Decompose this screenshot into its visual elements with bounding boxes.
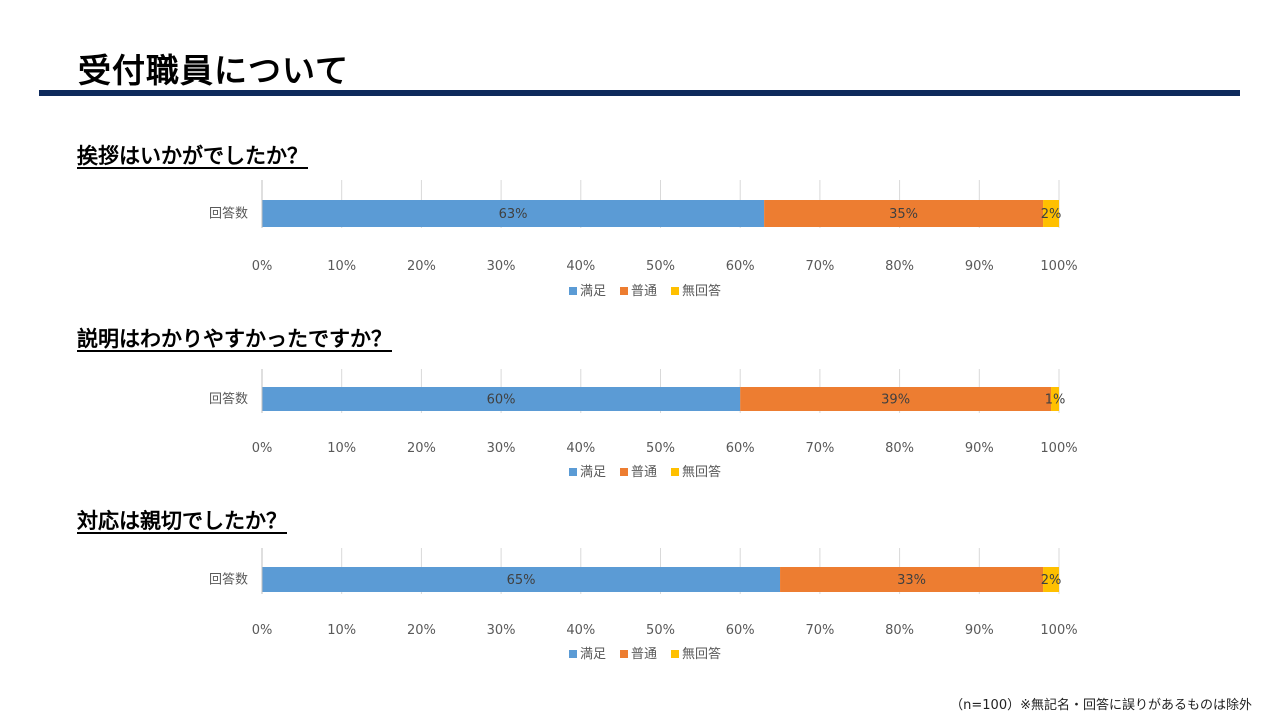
- category-label: 回答数: [209, 391, 248, 407]
- data-label: 63%: [499, 207, 528, 222]
- chart-section-kindness: 対応は親切でしたか？ 0% 10% 20% 30% 40% 50% 60% 70% 80% 90%…: [0, 505, 1280, 675]
- page-title: 受付職員について: [78, 51, 350, 90]
- x-tick-label: 100%: [1040, 623, 1077, 638]
- x-tick-label: 90%: [965, 623, 994, 638]
- data-label: 35%: [889, 207, 918, 222]
- x-tick-label: 30%: [487, 441, 516, 456]
- legend-label: 無回答: [682, 464, 721, 480]
- legend-swatch: [620, 287, 628, 295]
- legend-label: 無回答: [682, 646, 721, 662]
- x-tick-label: 0%: [252, 259, 273, 274]
- chart-title: 挨拶はいかがでしたか？: [77, 144, 308, 168]
- footnote: （n=100）※無記名・回答に誤りがあるものは除外: [950, 698, 1252, 713]
- x-tick-label: 20%: [407, 259, 436, 274]
- x-tick-label: 80%: [885, 259, 914, 274]
- data-label: 1%: [1045, 393, 1066, 408]
- category-label: 回答数: [209, 572, 248, 588]
- chart-title: 対応は親切でしたか？: [77, 509, 287, 533]
- bar-segment: [262, 567, 781, 592]
- data-label: 2%: [1041, 573, 1062, 588]
- x-tick-label: 20%: [407, 623, 436, 638]
- legend-swatch: [620, 650, 628, 658]
- x-tick-label: 10%: [327, 259, 356, 274]
- x-tick-label: 80%: [885, 441, 914, 456]
- x-tick-label: 30%: [487, 623, 516, 638]
- legend-swatch: [671, 287, 679, 295]
- x-tick-label: 40%: [566, 441, 595, 456]
- bar-segment: [740, 387, 1052, 411]
- chart-section-greeting: 挨拶はいかがでしたか？ 0% 10% 20% 30% 40% 50% 60% 70% 80% 90…: [0, 140, 1280, 310]
- bar-segment: [764, 200, 1044, 227]
- legend-label: 普通: [631, 284, 657, 299]
- x-tick-label: 0%: [252, 623, 273, 638]
- chart-section-explanation: 説明はわかりやすかったですか？ 0% 10% 20% 30% 40% 50% 60% 70% 8…: [0, 323, 1280, 493]
- data-label: 39%: [881, 393, 910, 408]
- x-tick-label: 70%: [805, 441, 834, 456]
- x-tick-label: 70%: [805, 623, 834, 638]
- legend-label: 普通: [631, 647, 657, 662]
- title-rule: [39, 90, 1240, 96]
- x-tick-label: 40%: [566, 623, 595, 638]
- legend-label: 満足: [580, 647, 606, 662]
- legend-label: 普通: [631, 465, 657, 480]
- x-tick-label: 50%: [646, 623, 675, 638]
- stacked-bar-chart: 0% 10% 20% 30% 40% 50% 60% 70% 80% 90% 100% 回答数 65% 3…: [209, 548, 1078, 662]
- x-tick-label: 80%: [885, 623, 914, 638]
- legend-swatch: [671, 650, 679, 658]
- legend-swatch: [569, 650, 577, 658]
- x-tick-label: 60%: [726, 259, 755, 274]
- bar-segment: [1051, 387, 1059, 411]
- bar-segment: [262, 387, 741, 411]
- x-tick-label: 40%: [566, 259, 595, 274]
- bar-segment: [780, 567, 1044, 592]
- legend-swatch: [569, 468, 577, 476]
- stacked-bar-chart: 0% 10% 20% 30% 40% 50% 60% 70% 80% 90% 100% 回答数 60% 3…: [209, 369, 1078, 480]
- x-tick-label: 50%: [646, 259, 675, 274]
- stacked-bar-chart: 0% 10% 20% 30% 40% 50% 60% 70% 80% 90% 100% 回答数 63% 3…: [209, 180, 1078, 299]
- legend-label: 満足: [580, 284, 606, 299]
- bar-segment: [1043, 567, 1059, 592]
- legend-label: 満足: [580, 465, 606, 480]
- x-tick-label: 100%: [1040, 259, 1077, 274]
- chart-title: 説明はわかりやすかったですか？: [77, 327, 392, 351]
- x-tick-label: 90%: [965, 441, 994, 456]
- x-tick-label: 60%: [726, 441, 755, 456]
- x-tick-label: 30%: [487, 259, 516, 274]
- x-tick-label: 50%: [646, 441, 675, 456]
- legend-swatch: [569, 287, 577, 295]
- x-tick-label: 60%: [726, 623, 755, 638]
- bar-segment: [1043, 200, 1059, 227]
- x-tick-label: 10%: [327, 623, 356, 638]
- x-tick-label: 10%: [327, 441, 356, 456]
- legend-swatch: [671, 468, 679, 476]
- x-tick-label: 70%: [805, 259, 834, 274]
- x-tick-label: 100%: [1040, 441, 1077, 456]
- data-label: 60%: [487, 393, 516, 408]
- x-tick-label: 90%: [965, 259, 994, 274]
- legend-label: 無回答: [682, 283, 721, 299]
- bar-segment: [262, 200, 765, 227]
- x-tick-label: 0%: [252, 441, 273, 456]
- category-label: 回答数: [209, 206, 248, 222]
- data-label: 2%: [1041, 207, 1062, 222]
- legend-swatch: [620, 468, 628, 476]
- data-label: 65%: [507, 573, 536, 588]
- x-tick-label: 20%: [407, 441, 436, 456]
- data-label: 33%: [897, 573, 926, 588]
